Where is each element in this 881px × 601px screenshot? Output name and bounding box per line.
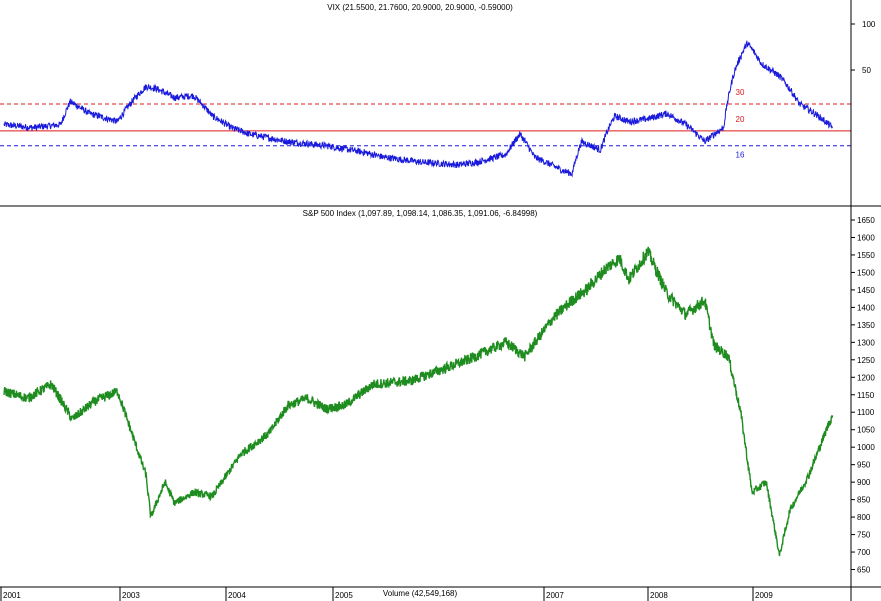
time-axis: 2001 2003 2004 2005 2007 2008 2009 xyxy=(0,587,773,601)
vix-reference-lines: 30 20 16 xyxy=(0,88,851,160)
vix-y-ticks: 100 50 xyxy=(851,20,876,75)
spx-y-tick-label: 1550 xyxy=(857,251,875,260)
spx-y-tick-label: 650 xyxy=(857,566,871,575)
x-tick-label: 2004 xyxy=(228,591,246,600)
x-tick-label: 2007 xyxy=(546,591,564,600)
spx-y-tick-label: 1500 xyxy=(857,268,875,277)
spx-y-tick-label: 700 xyxy=(857,548,871,557)
spx-series-line xyxy=(3,246,834,557)
vix-reference-label-20: 20 xyxy=(736,115,745,124)
x-tick-label: 2005 xyxy=(335,591,353,600)
vix-y-tick-label: 100 xyxy=(862,20,876,29)
spx-y-tick-label: 1650 xyxy=(857,216,875,225)
x-tick-label: 2003 xyxy=(122,591,140,600)
spx-y-tick-label: 900 xyxy=(857,478,871,487)
spx-y-tick-label: 1450 xyxy=(857,286,875,295)
spx-y-tick-label: 1250 xyxy=(857,356,875,365)
vix-reference-label-16: 16 xyxy=(736,151,745,160)
spx-y-tick-label: 1350 xyxy=(857,321,875,330)
vix-reference-label-30: 30 xyxy=(736,88,745,97)
vix-y-tick-label: 50 xyxy=(862,66,871,75)
vix-series-line xyxy=(3,40,833,178)
spx-y-tick-label: 1600 xyxy=(857,233,875,242)
spx-y-ticks: 1650 1600 1550 1500 1450 1400 1350 1300 1250 1200… xyxy=(851,216,875,575)
x-tick-label: 2008 xyxy=(650,591,668,600)
spx-title: S&P 500 Index (1,097.89, 1,098.14, 1,086… xyxy=(303,209,538,218)
spx-y-tick-label: 1400 xyxy=(857,303,875,312)
vix-pane: 30 20 16 VIX (21.5500, 21.7600, 20.9000, 2… xyxy=(0,3,876,178)
volume-title: Volume (42,549,168) xyxy=(383,589,458,598)
spx-y-tick-label: 1150 xyxy=(857,391,875,400)
spx-y-tick-label: 800 xyxy=(857,513,871,522)
spx-y-tick-label: 850 xyxy=(857,496,871,505)
spx-y-tick-label: 1200 xyxy=(857,373,875,382)
spx-pane: S&P 500 Index (1,097.89, 1,098.14, 1,086… xyxy=(3,209,875,575)
spx-y-tick-label: 1000 xyxy=(857,443,875,452)
spx-y-tick-label: 1300 xyxy=(857,338,875,347)
vix-title: VIX (21.5500, 21.7600, 20.9000, 20.9000,… xyxy=(327,3,513,12)
spx-y-tick-label: 750 xyxy=(857,531,871,540)
spx-y-tick-label: 1050 xyxy=(857,426,875,435)
x-tick-label: 2009 xyxy=(755,591,773,600)
x-tick-label: 2001 xyxy=(3,591,21,600)
spx-y-tick-label: 1100 xyxy=(857,408,875,417)
spx-y-tick-label: 950 xyxy=(857,461,871,470)
